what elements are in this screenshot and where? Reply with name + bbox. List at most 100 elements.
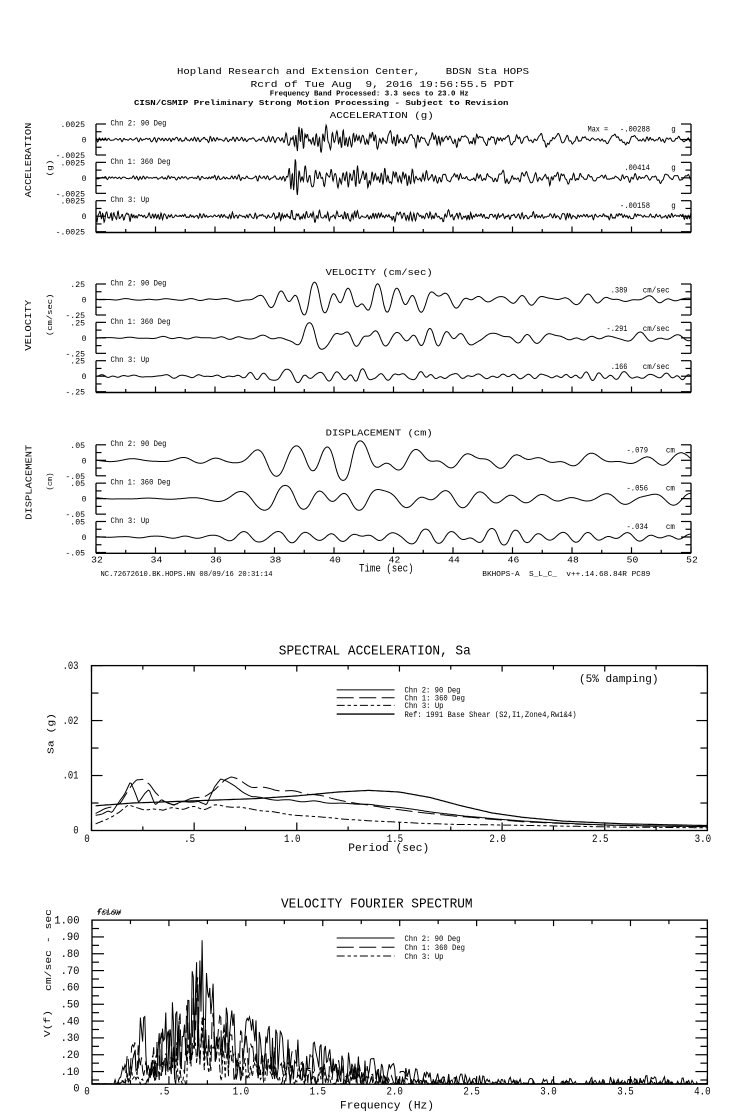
svg-text:SPECTRAL ACCELERATION, Sa: SPECTRAL ACCELERATION, Sa xyxy=(279,644,471,660)
svg-text:0: 0 xyxy=(82,175,87,184)
svg-text:Chn 1: 360 Deg: Chn 1: 360 Deg xyxy=(405,944,466,953)
svg-text:Chn 3: Up: Chn 3: Up xyxy=(405,953,444,962)
svg-text:Ref: 1991 Base Shear (S2,I1,Zo: Ref: 1991 Base Shear (S2,I1,Zone4,Rw1&4) xyxy=(405,711,577,720)
svg-text:1.00: 1.00 xyxy=(54,915,79,927)
svg-text:-.291: -.291 xyxy=(607,325,628,334)
svg-text:VELOCITY (cm/sec): VELOCITY (cm/sec) xyxy=(326,267,433,278)
svg-text:Chn 3: Up: Chn 3: Up xyxy=(405,702,444,711)
svg-text:-.0025: -.0025 xyxy=(56,152,86,161)
svg-text:.30: .30 xyxy=(61,1033,80,1045)
svg-text:CISN/CSMIP Preliminary Strong: CISN/CSMIP Preliminary Strong Motion Pro… xyxy=(134,100,509,108)
svg-text:.03: .03 xyxy=(63,661,79,673)
svg-text:Chn 2: 90 Deg: Chn 2: 90 Deg xyxy=(405,935,461,944)
svg-text:Chn 3: Up: Chn 3: Up xyxy=(111,356,150,365)
svg-text:VELOCITY: VELOCITY xyxy=(23,299,34,350)
svg-text:Max =: Max = xyxy=(588,126,609,135)
svg-text:-.0025: -.0025 xyxy=(56,229,86,238)
svg-text:.02: .02 xyxy=(63,716,79,728)
svg-text:40: 40 xyxy=(329,556,341,566)
svg-text:g: g xyxy=(671,164,676,173)
svg-text:ACCELERATION: ACCELERATION xyxy=(23,123,34,198)
svg-text:44: 44 xyxy=(448,556,460,566)
svg-text:-.05: -.05 xyxy=(65,511,85,520)
svg-text:.5: .5 xyxy=(184,834,195,846)
svg-text:Frequency Band Processed: 3.3: Frequency Band Processed: 3.3 secs to 23… xyxy=(270,91,469,99)
svg-text:Rcrd of Tue Aug 9, 2016 19:56: Rcrd of Tue Aug 9, 2016 19:56:55.5 PDT xyxy=(251,79,515,90)
svg-text:38: 38 xyxy=(270,556,282,566)
svg-text:-.056: -.056 xyxy=(627,485,649,494)
svg-text:42: 42 xyxy=(389,556,401,566)
svg-text:(cm): (cm) xyxy=(47,473,55,491)
svg-text:.70: .70 xyxy=(61,966,80,978)
svg-text:0: 0 xyxy=(82,496,87,505)
svg-text:-.25: -.25 xyxy=(65,350,85,359)
svg-text:-.05: -.05 xyxy=(65,550,85,559)
svg-text:Time (sec): Time (sec) xyxy=(359,564,414,576)
svg-text:2.0: 2.0 xyxy=(489,834,506,846)
svg-text:.05: .05 xyxy=(70,519,85,528)
svg-text:g: g xyxy=(671,126,676,135)
svg-text:NC.72672610.BK.HOPS.HN 08/09/1: NC.72672610.BK.HOPS.HN 08/09/16 20:31:14 xyxy=(101,571,273,579)
svg-text:.5: .5 xyxy=(158,1086,169,1098)
svg-text:0: 0 xyxy=(82,373,87,382)
svg-text:.389: .389 xyxy=(611,287,628,296)
svg-text:0: 0 xyxy=(82,137,87,146)
svg-text:g: g xyxy=(671,202,676,211)
svg-text:Chn 3: Up: Chn 3: Up xyxy=(111,196,150,205)
svg-text:Chn 2: 90 Deg: Chn 2: 90 Deg xyxy=(111,440,167,449)
svg-text:0: 0 xyxy=(82,297,87,306)
svg-text:Chn 1: 360 Deg: Chn 1: 360 Deg xyxy=(111,158,171,167)
svg-text:.10: .10 xyxy=(61,1067,80,1079)
svg-text:2.5: 2.5 xyxy=(463,1086,480,1098)
svg-text:.00414: .00414 xyxy=(624,164,650,173)
svg-text:V(f): V(f) xyxy=(42,1010,53,1037)
svg-text:0: 0 xyxy=(73,826,79,838)
svg-text:.60: .60 xyxy=(61,983,80,995)
svg-text:DISPLACEMENT: DISPLACEMENT xyxy=(24,445,35,520)
svg-text:Period (sec): Period (sec) xyxy=(348,843,429,855)
svg-text:Chn 2: 90 Deg: Chn 2: 90 Deg xyxy=(405,687,461,696)
svg-text:-.079: -.079 xyxy=(627,446,649,455)
svg-text:Frequency (Hz): Frequency (Hz) xyxy=(340,1100,434,1112)
svg-text:ACCELERATION (g): ACCELERATION (g) xyxy=(330,110,434,121)
svg-text:cm: cm xyxy=(666,485,675,494)
svg-text:.0025: .0025 xyxy=(61,121,86,130)
svg-text:.05: .05 xyxy=(70,480,85,489)
svg-text:.25: .25 xyxy=(70,319,85,328)
svg-text:(cm/sec): (cm/sec) xyxy=(47,294,55,337)
svg-text:-.25: -.25 xyxy=(65,389,85,398)
svg-text:1.0: 1.0 xyxy=(284,834,301,846)
svg-text:.25: .25 xyxy=(70,281,85,290)
svg-text:Chn 2: 90 Deg: Chn 2: 90 Deg xyxy=(111,279,167,288)
svg-text:0: 0 xyxy=(82,457,87,466)
svg-text:3.0: 3.0 xyxy=(540,1086,557,1098)
svg-text:3.0: 3.0 xyxy=(695,834,712,846)
svg-text:-.00158: -.00158 xyxy=(620,202,650,211)
svg-text:fcLow: fcLow xyxy=(97,910,121,918)
svg-text:Chn 1: 360 Deg: Chn 1: 360 Deg xyxy=(111,479,171,488)
svg-text:-.05: -.05 xyxy=(65,473,85,482)
svg-text:2.0: 2.0 xyxy=(386,1086,403,1098)
svg-text:.166: .166 xyxy=(611,363,628,372)
svg-text:Chn 2: 90 Deg: Chn 2: 90 Deg xyxy=(111,119,167,128)
svg-text:4.0: 4.0 xyxy=(694,1086,711,1098)
svg-text:(5% damping): (5% damping) xyxy=(579,674,659,686)
svg-text:.90: .90 xyxy=(61,932,80,944)
svg-text:-.034: -.034 xyxy=(627,523,649,532)
svg-text:cm/sec: cm/sec xyxy=(643,325,670,334)
svg-text:Chn 3: Up: Chn 3: Up xyxy=(111,517,150,526)
svg-text:cm: cm xyxy=(666,523,675,532)
svg-text:(g): (g) xyxy=(47,160,55,177)
svg-text:DISPLACEMENT (cm): DISPLACEMENT (cm) xyxy=(326,428,433,439)
svg-text:1.5: 1.5 xyxy=(387,834,404,846)
svg-text:.20: .20 xyxy=(61,1050,80,1062)
svg-text:32: 32 xyxy=(91,556,103,566)
svg-text:fcLow: fcLow xyxy=(98,909,122,917)
svg-text:-.25: -.25 xyxy=(65,312,85,321)
svg-text:3.5: 3.5 xyxy=(617,1086,634,1098)
svg-text:Hopland Research and Extension: Hopland Research and Extension Center, B… xyxy=(177,66,529,77)
svg-text:0: 0 xyxy=(73,1084,80,1096)
svg-text:.01: .01 xyxy=(63,771,79,783)
svg-text:48: 48 xyxy=(567,556,579,566)
svg-text:1.0: 1.0 xyxy=(233,1086,250,1098)
